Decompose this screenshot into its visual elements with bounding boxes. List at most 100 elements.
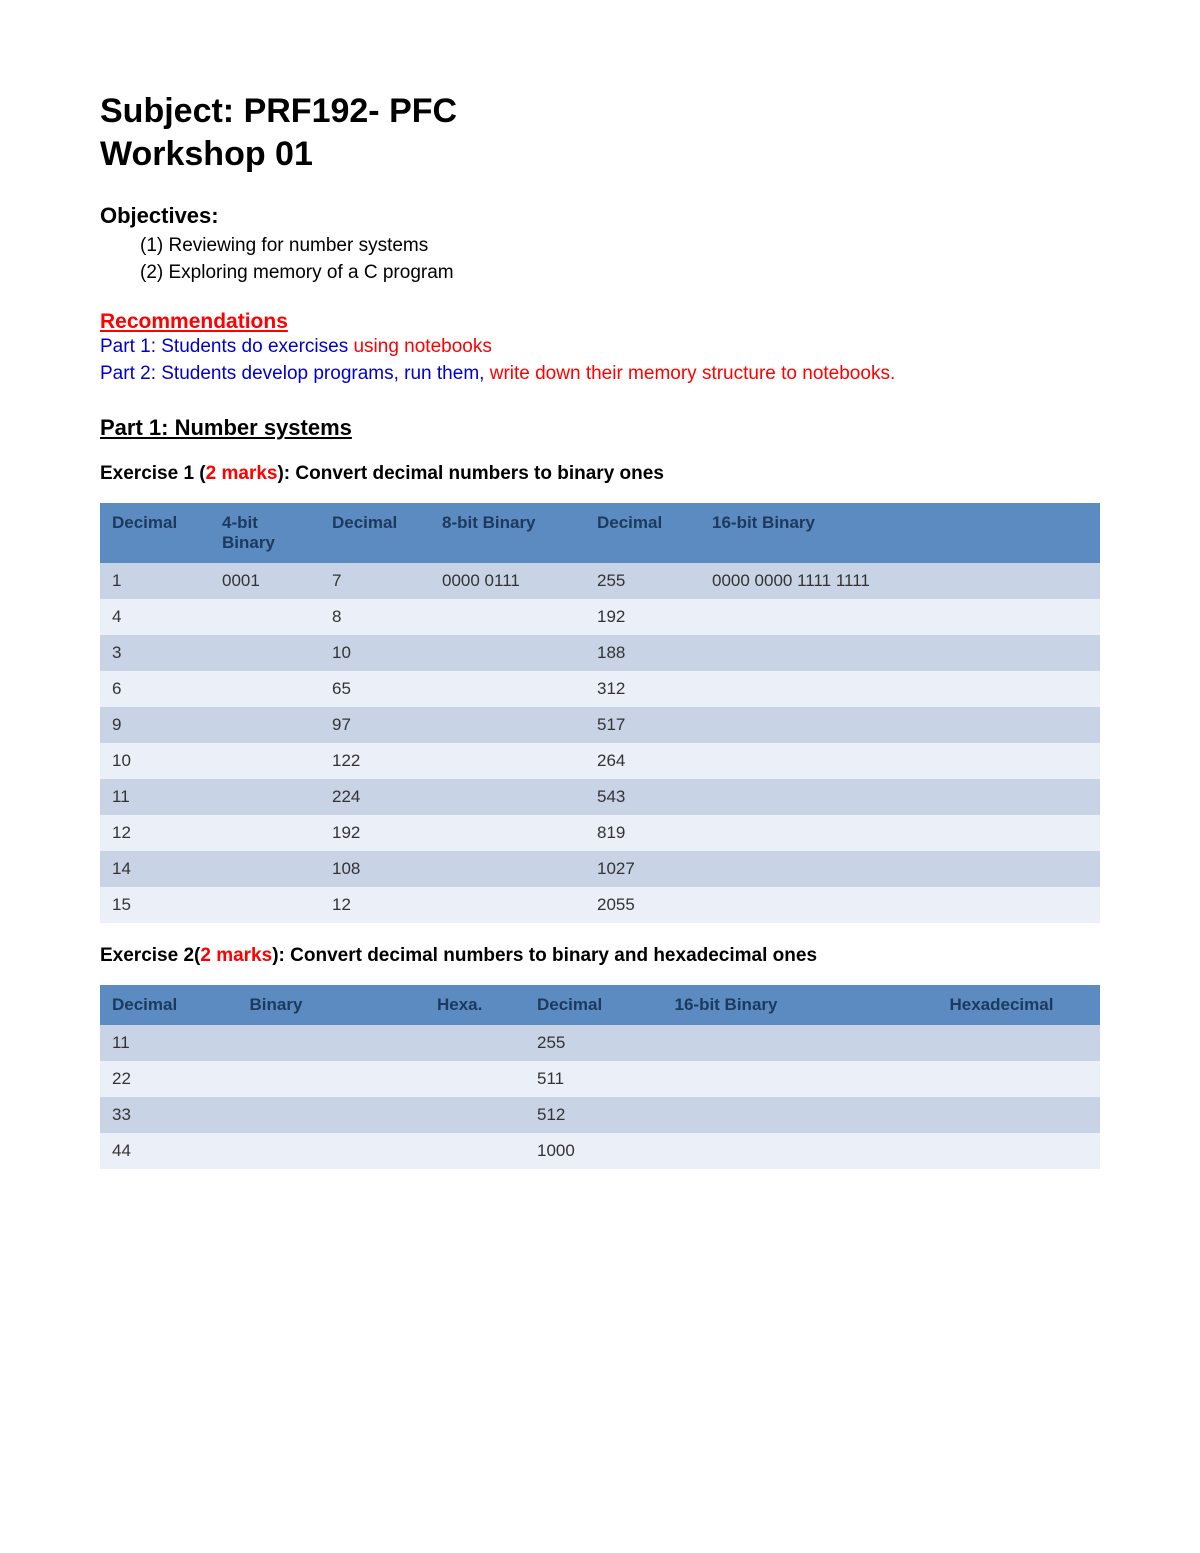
rec2-red: write down their memory structure to not… xyxy=(490,363,896,384)
table-cell xyxy=(210,635,320,671)
ex2-suffix: ): Convert decimal numbers to binary and… xyxy=(272,945,817,966)
table-cell: 255 xyxy=(585,563,700,599)
table-cell: 264 xyxy=(585,743,700,779)
table-cell xyxy=(663,1133,938,1169)
table-cell: 22 xyxy=(100,1061,238,1097)
table-row: 10 122 264 xyxy=(100,743,1100,779)
ex2-prefix: Exercise 2( xyxy=(100,945,200,966)
table-header-cell: 4-bit Binary xyxy=(210,503,320,563)
table-cell xyxy=(938,1061,1101,1097)
table-cell xyxy=(700,707,1100,743)
table-cell xyxy=(425,1061,525,1097)
table-row: 11255 xyxy=(100,1025,1100,1061)
table-cell: 0000 0000 1111 1111 xyxy=(700,563,1100,599)
table-cell xyxy=(430,599,585,635)
table-cell xyxy=(700,815,1100,851)
table-cell: 3 xyxy=(100,635,210,671)
table-cell xyxy=(430,887,585,923)
table-cell xyxy=(425,1133,525,1169)
table-cell: 11 xyxy=(100,779,210,815)
table-cell xyxy=(210,707,320,743)
exercise2-table: DecimalBinaryHexa.Decimal16-bit BinaryHe… xyxy=(100,985,1100,1169)
ex2-marks: 2 marks xyxy=(200,945,272,966)
table-cell xyxy=(700,599,1100,635)
table-row: 14 108 1027 xyxy=(100,851,1100,887)
ex1-suffix: ): Convert decimal numbers to binary one… xyxy=(277,463,663,484)
table-cell xyxy=(210,743,320,779)
table-header-cell: 16-bit Binary xyxy=(663,985,938,1025)
table-cell xyxy=(425,1025,525,1061)
table-cell: 4 xyxy=(100,599,210,635)
table-cell: 15 xyxy=(100,887,210,923)
table-cell: 97 xyxy=(320,707,430,743)
table-cell: 122 xyxy=(320,743,430,779)
table-cell: 2055 xyxy=(585,887,700,923)
table-cell: 255 xyxy=(525,1025,663,1061)
table-row: 11 224 543 xyxy=(100,779,1100,815)
table-cell: 10 xyxy=(320,635,430,671)
table-cell: 44 xyxy=(100,1133,238,1169)
table-cell: 224 xyxy=(320,779,430,815)
recommendation-line-2: Part 2: Students develop programs, run t… xyxy=(100,361,1100,388)
exercise1-table: Decimal4-bit BinaryDecimal8-bit BinaryDe… xyxy=(100,503,1100,923)
table-cell xyxy=(430,635,585,671)
table-cell: 0000 0111 xyxy=(430,563,585,599)
table-cell xyxy=(430,815,585,851)
table-cell xyxy=(700,887,1100,923)
table-cell: 819 xyxy=(585,815,700,851)
table-row: 33512 xyxy=(100,1097,1100,1133)
table-cell xyxy=(430,779,585,815)
table-cell: 33 xyxy=(100,1097,238,1133)
table-row: 3 10 188 xyxy=(100,635,1100,671)
table-row: 44 1000 xyxy=(100,1133,1100,1169)
objective-item: (1) Reviewing for number systems xyxy=(140,233,1100,260)
table-cell: 188 xyxy=(585,635,700,671)
table-cell xyxy=(663,1097,938,1133)
table-cell xyxy=(430,671,585,707)
part1-heading: Part 1: Number systems xyxy=(100,415,1100,441)
table-cell xyxy=(238,1133,426,1169)
table-cell xyxy=(210,599,320,635)
exercise1-label: Exercise 1 (2 marks): Convert decimal nu… xyxy=(100,463,1100,485)
table-cell xyxy=(430,743,585,779)
table-cell: 8 xyxy=(320,599,430,635)
table-header-cell: Decimal xyxy=(585,503,700,563)
table-cell xyxy=(425,1097,525,1133)
recommendations-heading: Recommendations xyxy=(100,310,1100,334)
recommendation-line-1: Part 1: Students do exercises using note… xyxy=(100,334,1100,361)
table-cell: 7 xyxy=(320,563,430,599)
table-cell: 543 xyxy=(585,779,700,815)
table-cell xyxy=(700,671,1100,707)
rec1-blue: Part 1: Students do exercises xyxy=(100,336,353,357)
table-row: 665312 xyxy=(100,671,1100,707)
table-cell xyxy=(210,779,320,815)
objectives-heading: Objectives: xyxy=(100,203,1100,229)
table-cell: 1000 xyxy=(525,1133,663,1169)
table-row: 997517 xyxy=(100,707,1100,743)
table-cell xyxy=(663,1025,938,1061)
table-cell xyxy=(210,815,320,851)
table-cell: 312 xyxy=(585,671,700,707)
table-cell xyxy=(210,851,320,887)
table-header-cell: Hexadecimal xyxy=(938,985,1101,1025)
table-cell: 511 xyxy=(525,1061,663,1097)
table-header-cell: Hexa. xyxy=(425,985,525,1025)
table-cell xyxy=(430,851,585,887)
table-cell: 14 xyxy=(100,851,210,887)
table-cell: 192 xyxy=(585,599,700,635)
table-cell xyxy=(938,1133,1101,1169)
table-cell: 10 xyxy=(100,743,210,779)
table-cell: 108 xyxy=(320,851,430,887)
table-cell xyxy=(700,779,1100,815)
title-line-2: Workshop 01 xyxy=(100,133,1100,176)
table-cell: 517 xyxy=(585,707,700,743)
table-cell: 1 xyxy=(100,563,210,599)
ex1-marks: 2 marks xyxy=(206,463,278,484)
table-row: 15122055 xyxy=(100,887,1100,923)
table-cell: 1027 xyxy=(585,851,700,887)
table-header-cell: Binary xyxy=(238,985,426,1025)
table-cell xyxy=(938,1025,1101,1061)
rec1-red: using notebooks xyxy=(353,336,491,357)
table-row: 1000170000 01112550000 0000 1111 1111 xyxy=(100,563,1100,599)
table-cell xyxy=(430,707,585,743)
